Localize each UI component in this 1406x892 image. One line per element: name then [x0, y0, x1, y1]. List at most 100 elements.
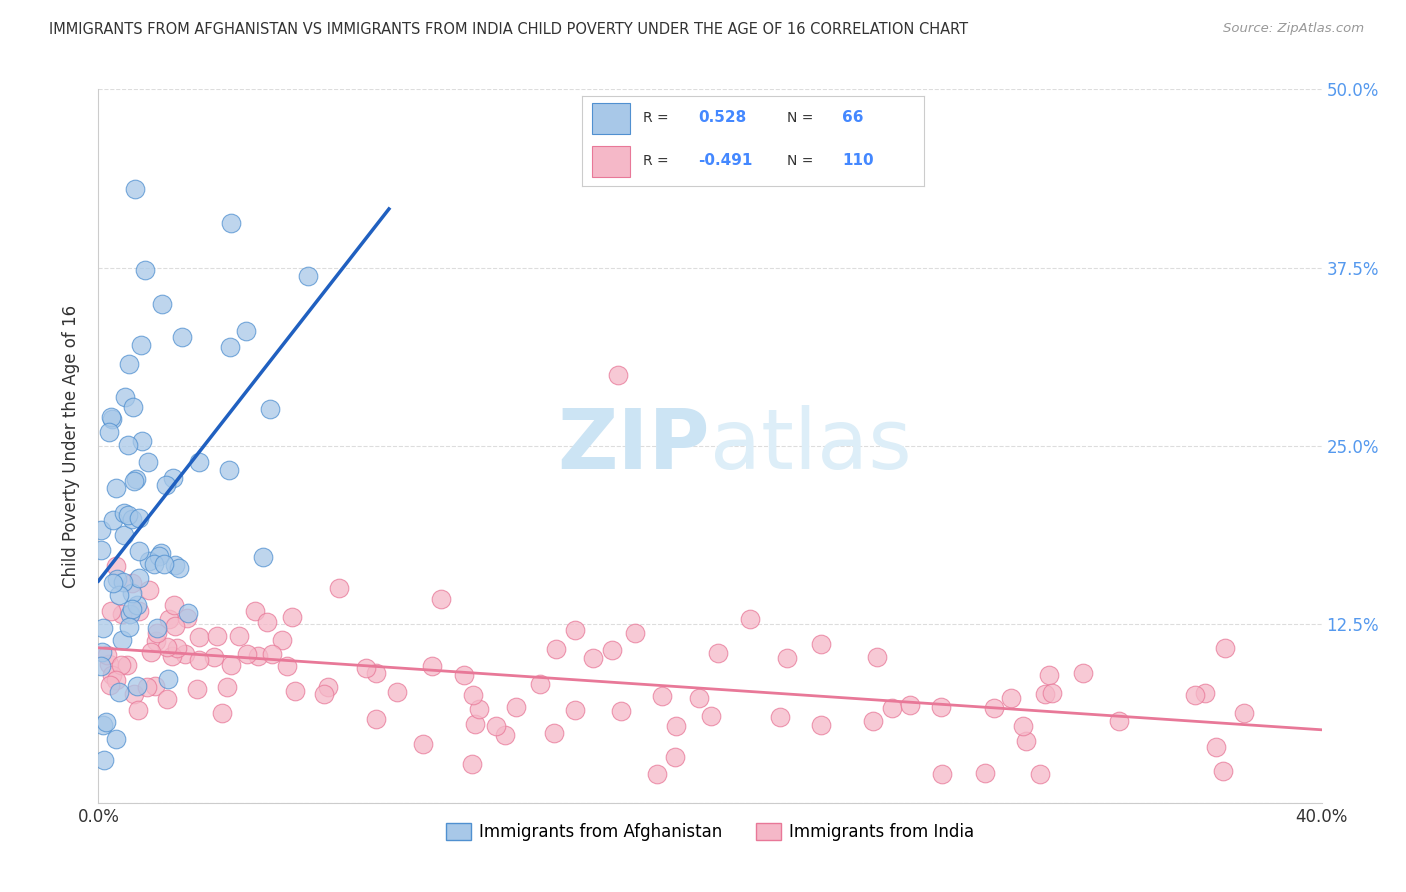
Point [898, 698, 921, 712]
Point [453, 668, 475, 682]
Point [145, 626, 167, 640]
Point [738, 612, 761, 626]
Point [98, 678, 121, 692]
Point [146, 621, 169, 635]
Point [104, 559, 127, 574]
Point [235, 324, 257, 338]
Point [176, 611, 198, 625]
Point [121, 601, 143, 615]
Point [1015, 733, 1038, 747]
Point [187, 454, 209, 468]
Point [582, 651, 605, 665]
Point [145, 679, 167, 693]
Point [101, 513, 124, 527]
Point [100, 412, 122, 426]
Point [111, 633, 134, 648]
Point [983, 701, 1005, 715]
Point [284, 684, 307, 698]
Point [163, 558, 186, 572]
Point [91, 717, 114, 731]
Point [973, 766, 995, 780]
Point [155, 478, 177, 492]
Point [128, 603, 150, 617]
Point [1194, 685, 1216, 699]
Point [121, 511, 143, 525]
Point [1038, 668, 1060, 682]
Point [128, 544, 150, 558]
Point [129, 338, 152, 352]
Point [228, 629, 250, 643]
Point [252, 549, 274, 564]
Point [145, 634, 167, 648]
Point [122, 687, 145, 701]
Text: IMMIGRANTS FROM AFGHANISTAN VS IMMIGRANTS FROM INDIA CHILD POVERTY UNDER THE AGE: IMMIGRANTS FROM AFGHANISTAN VS IMMIGRANT… [49, 22, 969, 37]
Point [122, 401, 145, 415]
Point [600, 643, 623, 657]
Point [90, 659, 112, 673]
Point [128, 571, 150, 585]
Point [104, 673, 127, 687]
Point [135, 680, 157, 694]
Point [385, 685, 408, 699]
Point [1073, 665, 1095, 680]
Legend: Immigrants from Afghanistan, Immigrants from India: Immigrants from Afghanistan, Immigrants … [439, 816, 981, 848]
Text: ZIP: ZIP [558, 406, 710, 486]
Point [122, 474, 145, 488]
Point [260, 647, 283, 661]
Point [111, 607, 134, 621]
Point [124, 182, 146, 196]
Point [866, 649, 889, 664]
Point [187, 653, 209, 667]
Point [543, 726, 565, 740]
Point [464, 716, 486, 731]
Point [1205, 739, 1227, 754]
Point [163, 619, 186, 633]
Point [810, 718, 832, 732]
Point [219, 216, 242, 230]
Point [1012, 719, 1035, 733]
Point [163, 598, 186, 612]
Point [1040, 685, 1063, 699]
Point [125, 679, 148, 693]
Point [138, 583, 160, 598]
Point [121, 575, 143, 590]
Point [101, 575, 124, 590]
Point [607, 368, 630, 382]
Point [118, 620, 141, 634]
Point [117, 508, 139, 522]
Point [461, 688, 484, 702]
Point [170, 329, 193, 343]
Point [186, 682, 208, 697]
Point [157, 612, 180, 626]
Point [281, 610, 304, 624]
Point [880, 701, 903, 715]
Point [485, 718, 508, 732]
Point [153, 557, 176, 571]
Point [162, 470, 184, 484]
Point [769, 710, 792, 724]
Point [156, 691, 179, 706]
Point [564, 623, 586, 637]
Point [931, 700, 953, 714]
Point [645, 767, 668, 781]
Point [505, 700, 527, 714]
Point [328, 581, 350, 595]
Point [1215, 640, 1237, 655]
Point [276, 659, 298, 673]
Point [187, 630, 209, 644]
Point [120, 607, 142, 622]
Point [177, 607, 200, 621]
Point [96, 715, 118, 730]
Point [259, 402, 281, 417]
Point [610, 704, 633, 718]
Point [430, 591, 453, 606]
Point [1184, 688, 1206, 702]
Point [157, 672, 180, 686]
Point [136, 455, 159, 469]
Point [494, 728, 516, 742]
Point [420, 658, 443, 673]
Point [664, 750, 686, 764]
Point [93, 753, 115, 767]
Point [211, 706, 233, 720]
Point [150, 546, 173, 560]
